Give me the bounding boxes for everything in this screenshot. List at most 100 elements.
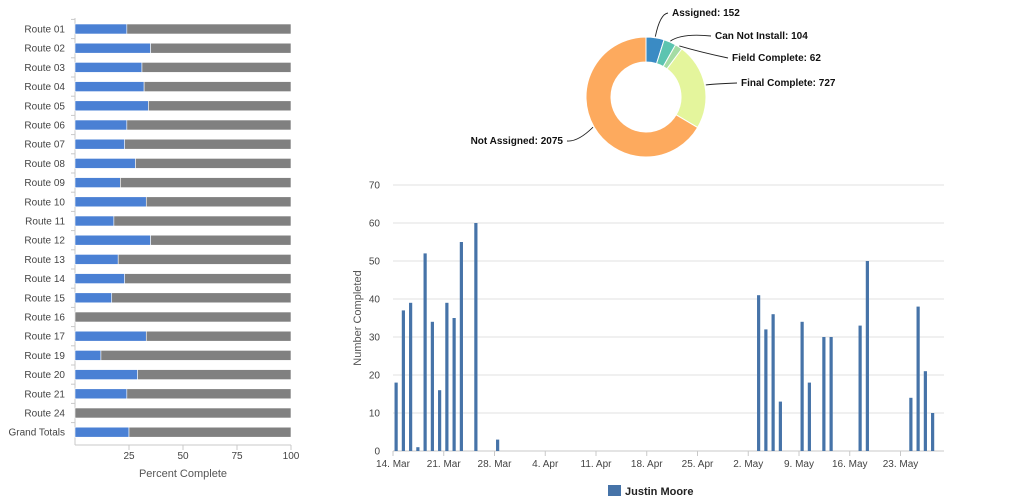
bar-remaining xyxy=(143,81,292,92)
bar-complete xyxy=(74,138,125,150)
y-tick-label: Route 04 xyxy=(24,82,65,93)
x-tick-label: 28. Mar xyxy=(478,459,513,470)
bar-remaining xyxy=(126,119,292,131)
y-tick-label: Route 08 xyxy=(24,159,65,170)
y-tick-label: Route 11 xyxy=(25,217,65,228)
bar-complete xyxy=(74,388,128,400)
column-bar xyxy=(409,302,413,451)
x-tick-label: 2. May xyxy=(733,459,763,470)
column-bar xyxy=(452,318,456,451)
x-tick-label: 23. May xyxy=(883,459,919,470)
column-bar xyxy=(438,390,442,451)
column-bar xyxy=(858,325,862,451)
y-tick-label: Route 01 xyxy=(24,25,65,36)
bar-remaining xyxy=(117,254,292,265)
column-bar xyxy=(800,321,804,451)
y-tick-label: Route 10 xyxy=(24,197,65,208)
y-tick-label: Route 03 xyxy=(24,63,65,74)
bar-complete xyxy=(74,62,143,73)
bar-remaining xyxy=(124,138,292,150)
y-tick-label: 10 xyxy=(369,409,381,420)
y-tick-label: Route 09 xyxy=(24,178,65,189)
bar-remaining xyxy=(74,311,292,323)
y-tick-label: 40 xyxy=(369,295,381,306)
bar-remaining xyxy=(128,426,292,438)
column-bar xyxy=(916,306,920,451)
bar-remaining xyxy=(120,177,292,188)
slice-label: Assigned: 152 xyxy=(672,8,740,19)
y-tick-label: 0 xyxy=(374,447,380,458)
bar-remaining xyxy=(113,215,292,227)
y-tick-label: Route 17 xyxy=(24,332,65,343)
column-bar xyxy=(771,314,775,451)
bar-remaining xyxy=(74,407,292,419)
y-tick-label: Grand Totals xyxy=(8,428,65,439)
bar-complete xyxy=(74,215,115,227)
column-bar xyxy=(909,397,913,451)
bar-complete xyxy=(74,369,138,380)
y-tick-label: Route 07 xyxy=(24,140,65,151)
bar-remaining xyxy=(141,62,292,73)
donut-slice xyxy=(666,48,707,129)
column-bar xyxy=(931,413,935,451)
bar-complete xyxy=(74,254,119,265)
column-bar xyxy=(416,447,420,451)
x-tick-label: 50 xyxy=(177,451,189,462)
slice-connector xyxy=(679,45,729,59)
column-bar xyxy=(401,310,405,451)
column-bar xyxy=(430,321,434,451)
daily-completed-chart: 0 10 20 30 40 50 60 70 14. Mar 21. Mar 28. Mar 4. A… xyxy=(352,181,944,498)
bar-remaining xyxy=(150,234,292,246)
bar-remaining xyxy=(126,388,292,400)
slice-connector xyxy=(670,34,712,42)
x-axis-title: Percent Complete xyxy=(139,468,227,480)
column-bar xyxy=(829,337,833,451)
bar-complete xyxy=(74,273,125,284)
x-tick-label: 25. Apr xyxy=(682,459,714,470)
bar-complete xyxy=(74,119,128,131)
bar-complete xyxy=(74,426,130,438)
y-tick-label: Route 21 xyxy=(24,389,65,400)
y-tick-label: Route 06 xyxy=(24,121,65,132)
bar-complete xyxy=(74,234,151,246)
bar-remaining xyxy=(145,330,292,342)
column-bar xyxy=(394,382,398,451)
bar-remaining xyxy=(100,350,292,361)
x-tick-label: 14. Mar xyxy=(376,459,411,470)
x-tick-label: 21. Mar xyxy=(427,459,462,470)
x-tick-label: 9. May xyxy=(784,459,814,470)
slice-label: Can Not Install: 104 xyxy=(715,31,808,42)
column-bar xyxy=(423,253,427,451)
column-bar xyxy=(764,329,768,451)
y-tick-label: Route 20 xyxy=(24,370,65,381)
y-tick-label: Route 19 xyxy=(24,351,65,362)
bar-remaining xyxy=(126,23,292,35)
bar-complete xyxy=(74,177,121,188)
y-tick-label: Route 24 xyxy=(24,409,65,420)
bar-complete xyxy=(74,330,147,342)
y-tick-label: Route 12 xyxy=(24,236,65,247)
bar-remaining xyxy=(145,196,292,208)
slice-label: Field Complete: 62 xyxy=(732,53,821,64)
column-bar xyxy=(865,261,869,451)
x-tick-label: 100 xyxy=(283,451,300,462)
slice-connector xyxy=(566,126,594,142)
column-bar xyxy=(474,223,478,451)
slice-label: Not Assigned: 2075 xyxy=(471,136,564,147)
bar-complete xyxy=(74,42,151,54)
bar-complete xyxy=(74,196,147,208)
y-tick-label: Route 02 xyxy=(24,44,65,55)
column-bar xyxy=(778,401,782,451)
y-tick-label: Route 14 xyxy=(24,274,65,285)
y-tick-label: 50 xyxy=(369,257,381,268)
bar-remaining xyxy=(148,100,292,112)
slice-connector xyxy=(705,82,738,86)
bar-remaining xyxy=(124,273,292,284)
column-bar xyxy=(807,382,811,451)
bar-complete xyxy=(74,292,113,304)
slice-label: Final Complete: 727 xyxy=(741,78,836,89)
y-tick-label: 70 xyxy=(369,181,381,192)
y-axis-title: Number Completed xyxy=(352,270,364,365)
column-bar xyxy=(757,295,761,451)
